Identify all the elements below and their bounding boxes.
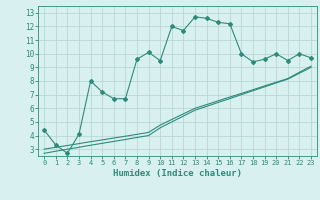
X-axis label: Humidex (Indice chaleur): Humidex (Indice chaleur) [113,169,242,178]
